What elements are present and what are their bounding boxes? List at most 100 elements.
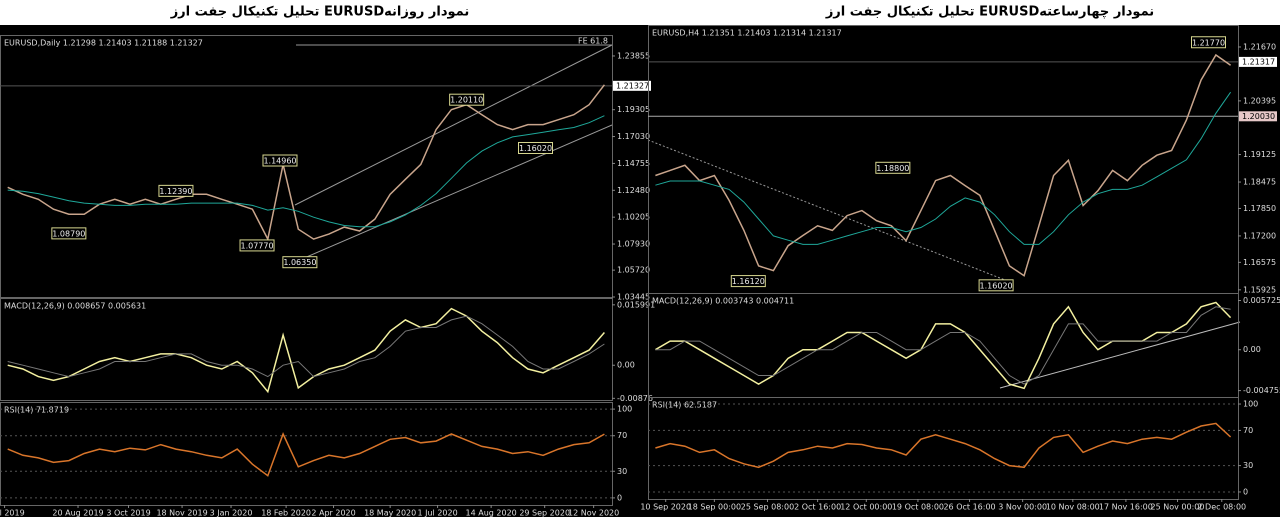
y-tick-label: 1.23855 <box>617 51 650 60</box>
y-tick-label: 1.17850 <box>1243 204 1276 213</box>
y-tick-label: 30 <box>617 467 627 476</box>
price-annotation <box>978 279 1014 292</box>
x-tick-label: 3 Oct 2019 <box>106 509 150 517</box>
y-tick-label: 100 <box>1243 400 1258 409</box>
price-annotation-label: 1.16020 <box>980 281 1013 290</box>
price-annotation-label: 1.18800 <box>876 164 909 173</box>
price-annotation-label: 1.08790 <box>52 229 85 238</box>
x-tick-label: 29 Sep 2020 <box>519 509 570 517</box>
level-label: 1.20030 <box>1242 112 1275 121</box>
x-tick-label: 1 Jul 2020 <box>417 509 457 517</box>
y-tick-label: 70 <box>617 431 627 440</box>
current-price-label: 1.21327 <box>616 81 649 90</box>
x-tick-label: 25 Sep 08:00 <box>741 503 794 512</box>
series-line <box>7 432 605 477</box>
price-annotation-label: 1.16120 <box>732 277 765 286</box>
panel-title: تحلیل تکنیکال جفت ارز EURUSDنمودار چهارس… <box>825 5 1154 20</box>
y-tick-label: 1.19125 <box>1243 150 1276 159</box>
level-box <box>1239 111 1277 122</box>
x-tick-label: 3 Nov 00:00 <box>998 503 1047 512</box>
series-line <box>655 422 1232 469</box>
y-tick-label: 100 <box>617 405 632 414</box>
chart-header: MACD(12,26,9) 0.008657 0.005631 <box>4 302 146 311</box>
y-tick-label: 30 <box>1243 461 1253 470</box>
x-tick-label: 18 Feb 2020 <box>261 509 311 517</box>
panel-frame <box>0 298 613 401</box>
price-annotation <box>158 184 194 197</box>
price-annotation-label: 1.14960 <box>263 157 296 166</box>
price-annotation <box>51 227 87 240</box>
price-annotation <box>518 141 553 154</box>
x-tick-label: 2 Oct 16:00 <box>794 503 841 512</box>
price-annotation <box>730 275 766 288</box>
price-annotation <box>262 154 298 167</box>
x-tick-label: 20 Aug 2019 <box>52 509 103 517</box>
y-tick-label: 1.17030 <box>617 132 650 141</box>
panel-frame <box>648 397 1239 500</box>
price-annotation-label: 1.21770 <box>1192 38 1225 47</box>
x-tick-label: 12 Nov 2020 <box>568 509 619 517</box>
channel-line <box>294 44 613 206</box>
x-tick-label: 2 Dec 08:00 <box>1197 503 1246 512</box>
x-tick-label: 12 Oct 00:00 <box>840 503 892 512</box>
series-line <box>7 307 605 394</box>
y-tick-label: -0.00876 <box>617 394 653 403</box>
price-annotation-label: 1.20110 <box>450 96 483 105</box>
x-tick-label: 14 Aug 2020 <box>466 509 517 517</box>
y-tick-label: 1.15925 <box>1243 285 1276 294</box>
x-tick-label: 17 Nov 16:00 <box>1099 503 1153 512</box>
x-tick-label: 5 Jul 2019 <box>0 509 25 517</box>
y-tick-label: -0.004755 <box>1243 386 1280 395</box>
current-price-label: 1.21317 <box>1242 57 1275 66</box>
series-line <box>655 306 1231 385</box>
y-tick-label: 1.18475 <box>1243 178 1276 187</box>
chart-header: RSI(14) 62.5187 <box>652 401 717 410</box>
y-tick-label: 0.00 <box>1243 345 1261 354</box>
series-line <box>655 53 1232 277</box>
x-tick-label: 25 Nov 00:00 <box>1151 503 1205 512</box>
series-line <box>7 315 605 378</box>
x-tick-label: 10 Sep 2020 <box>640 503 691 512</box>
chart-header: RSI(14) 71.8719 <box>4 406 69 415</box>
x-tick-label: 18 Sep 00:00 <box>688 503 741 512</box>
panel-frame <box>0 402 613 506</box>
y-tick-label: 0 <box>617 493 622 502</box>
y-tick-label: 0.00 <box>617 361 635 370</box>
price-annotation-label: 1.06350 <box>283 258 316 267</box>
price-annotation <box>239 239 275 252</box>
channel-line <box>294 124 613 263</box>
price-annotation <box>282 256 318 269</box>
y-tick-label: 1.10205 <box>617 213 650 222</box>
chart-header: EURUSD,H4 1.21351 1.21403 1.21314 1.2131… <box>652 29 842 38</box>
x-tick-label: 3 Jan 2020 <box>210 509 253 517</box>
series-line <box>7 115 605 228</box>
fib-label: FE 61.8 <box>578 37 608 46</box>
x-tick-label: 2 Apr 2020 <box>311 509 355 517</box>
series-line <box>655 91 1232 245</box>
y-tick-label: 1.14755 <box>617 159 650 168</box>
chart-header: MACD(12,26,9) 0.003743 0.004711 <box>652 297 794 306</box>
y-tick-label: 0.015991 <box>617 300 655 309</box>
y-tick-label: 1.16575 <box>1243 258 1276 267</box>
price-annotation <box>1191 36 1226 49</box>
x-tick-label: 26 Oct 16:00 <box>943 503 995 512</box>
panel-title: تحلیل تکنیکال جفت ارز EURUSDنمودار روزان… <box>170 5 470 20</box>
y-tick-label: 70 <box>1243 426 1253 435</box>
current-price-box <box>1239 56 1277 67</box>
price-annotation <box>875 161 911 174</box>
chart-header: EURUSD,Daily 1.21298 1.21403 1.21188 1.2… <box>4 39 203 48</box>
series-line <box>7 84 605 242</box>
y-tick-label: 1.17200 <box>1243 231 1276 240</box>
y-tick-label: 1.12480 <box>617 186 650 195</box>
y-tick-label: 1.20395 <box>1243 96 1276 105</box>
y-tick-label: 1.07930 <box>617 240 650 249</box>
price-annotation-label: 1.12390 <box>159 187 192 196</box>
price-annotation-label: 1.16020 <box>519 144 552 153</box>
price-annotation-label: 1.07770 <box>240 241 273 250</box>
y-tick-label: 1.21670 <box>1243 42 1276 51</box>
y-tick-label: 1.05720 <box>617 266 650 275</box>
y-tick-label: 1.19305 <box>617 105 650 114</box>
y-tick-label: 0.005725 <box>1243 296 1280 305</box>
x-tick-label: 18 May 2020 <box>364 509 416 517</box>
